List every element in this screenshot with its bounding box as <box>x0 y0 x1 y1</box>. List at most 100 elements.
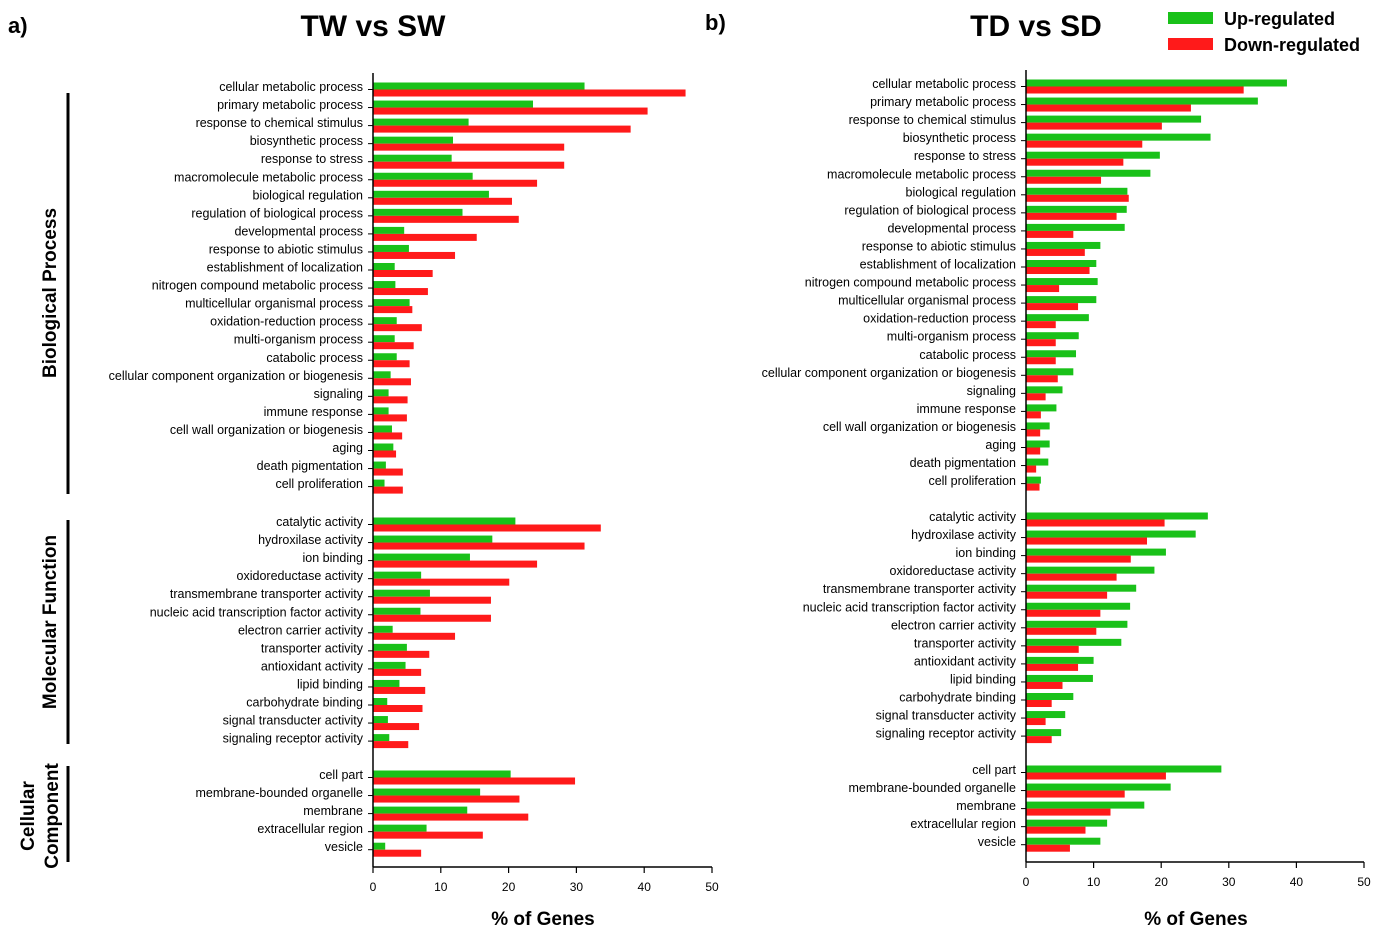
bar-down <box>373 705 423 712</box>
bar-down <box>1026 339 1056 347</box>
chart-a-plot: cellular metabolic process primary metabo… <box>109 73 719 894</box>
category-label: macromolecule metabolic process <box>174 170 363 184</box>
bar-up <box>373 625 393 633</box>
category-label: hydroxilase activity <box>258 533 364 547</box>
bar-up <box>1026 512 1208 520</box>
bar-down <box>1026 555 1131 563</box>
bar-down <box>373 795 520 803</box>
bar-down <box>373 450 397 458</box>
bar-down <box>1026 537 1148 545</box>
bar-up <box>373 389 389 397</box>
bar-up <box>373 535 493 543</box>
category-label: extracellular region <box>910 817 1016 831</box>
bar-up <box>373 190 489 198</box>
category-label: membrane <box>956 799 1016 813</box>
bar-up <box>373 407 389 415</box>
group-label-cellular-component-line2: Component <box>42 763 63 869</box>
category-label: signal transducter activity <box>223 714 364 728</box>
category-label: lipid binding <box>950 672 1016 686</box>
bar-down <box>373 179 538 187</box>
category-label: antioxidant activity <box>914 654 1017 668</box>
bar-up <box>1026 765 1222 773</box>
category-label: death pigmentation <box>910 456 1016 470</box>
category-label: response to abiotic stimulus <box>862 239 1016 253</box>
legend-label-down: Down-regulated <box>1224 35 1360 55</box>
category-label: ion binding <box>956 546 1017 560</box>
category-label: establishment of localization <box>860 258 1016 272</box>
x-tick-label: 20 <box>1155 875 1169 889</box>
bar-down <box>373 560 538 568</box>
bar-up <box>1026 729 1062 737</box>
category-label: multi-organism process <box>887 330 1016 344</box>
chart-a-title: TW vs SW <box>300 10 446 43</box>
category-label: catabolic process <box>266 351 363 365</box>
category-label: cell wall organization or biogenesis <box>823 420 1016 434</box>
bar-down <box>373 107 648 115</box>
category-label: response to stress <box>261 152 363 166</box>
category-label: cell part <box>972 763 1016 777</box>
bar-up <box>1026 476 1041 484</box>
bar-down <box>1026 573 1117 581</box>
bar-up <box>1026 79 1287 87</box>
bar-down <box>1026 609 1101 617</box>
category-label: signaling receptor activity <box>876 727 1017 741</box>
x-tick-label: 30 <box>1222 875 1236 889</box>
bar-up <box>373 335 395 343</box>
bar-up <box>373 136 454 144</box>
category-label: biological regulation <box>253 188 364 202</box>
panel-b-label: b) <box>705 10 726 35</box>
category-label: nucleic acid transcription factor activi… <box>803 600 1017 614</box>
bar-up <box>373 443 394 451</box>
category-label: oxidation-reduction process <box>210 315 363 329</box>
bar-up <box>1026 656 1094 664</box>
legend-swatch-down <box>1168 38 1213 50</box>
bar-down <box>373 486 403 494</box>
bar-up <box>1026 602 1131 610</box>
bar-down <box>373 360 410 368</box>
bar-up <box>1026 296 1097 304</box>
category-label: vesicle <box>978 835 1016 849</box>
x-tick-label: 40 <box>638 880 652 894</box>
bar-down <box>1026 122 1162 130</box>
bar-down <box>1026 627 1097 635</box>
category-label: lipid binding <box>297 677 363 691</box>
x-tick-label: 50 <box>1357 875 1371 889</box>
bar-up <box>1026 260 1097 267</box>
category-label: regulation of biological process <box>191 206 363 220</box>
bar-down <box>373 777 576 785</box>
bar-down <box>1026 483 1040 491</box>
bar-down <box>1026 681 1063 689</box>
bar-up <box>1026 674 1093 682</box>
bar-up <box>373 118 469 126</box>
bar-up <box>373 517 516 525</box>
group-label-molecular-function: Molecular Function <box>40 535 61 709</box>
bar-up <box>1026 205 1127 213</box>
category-label: catabolic process <box>919 348 1016 362</box>
bar-up <box>373 353 397 361</box>
bar-down <box>1026 194 1129 202</box>
bar-down <box>373 161 565 169</box>
bar-up <box>1026 278 1098 286</box>
category-label: multicellular organismal process <box>838 294 1016 308</box>
bar-down <box>1026 285 1060 293</box>
bar-down <box>373 596 491 604</box>
bar-down <box>373 849 422 857</box>
bar-down <box>1026 736 1052 744</box>
bar-down <box>373 723 420 731</box>
bar-down <box>1026 772 1166 780</box>
bar-up <box>373 607 421 615</box>
bar-down <box>1026 790 1125 798</box>
category-label: response to chemical stimulus <box>849 113 1016 127</box>
category-label: primary metabolic process <box>870 95 1016 109</box>
category-label: death pigmentation <box>257 459 363 473</box>
category-label: ion binding <box>303 551 364 565</box>
bar-down <box>1026 212 1117 220</box>
bar-up <box>373 226 405 234</box>
bar-down <box>373 686 426 694</box>
category-label: signaling <box>314 387 363 401</box>
bar-down <box>1026 447 1041 455</box>
bar-down <box>1026 375 1058 383</box>
x-tick-label: 0 <box>370 880 377 894</box>
category-label: oxidoreductase activity <box>237 569 364 583</box>
bar-up <box>373 317 397 325</box>
